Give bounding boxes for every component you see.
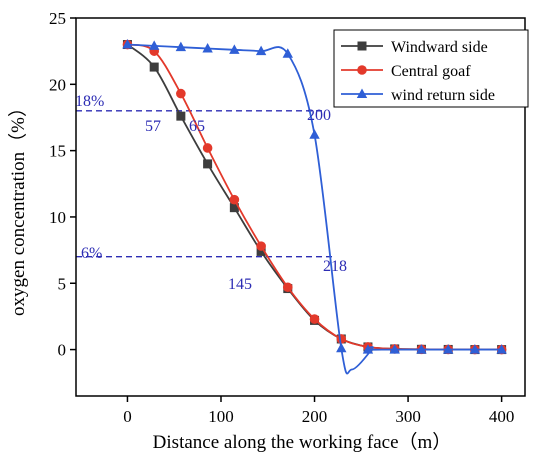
data-point [256,241,266,251]
data-point [202,43,213,53]
x-tick-label: 300 [395,407,421,426]
data-point [282,48,293,58]
data-point [389,344,400,354]
data-point [443,344,454,354]
legend-label: Central goaf [391,63,471,80]
legend-label: Windward side [391,39,488,56]
legend-label: wind return side [391,87,495,104]
data-point [416,344,427,354]
y-tick-label: 15 [49,142,66,161]
data-point [362,344,374,354]
data-point [229,44,240,54]
legend-swatch-marker [357,41,367,51]
y-tick-label: 10 [49,208,66,227]
x-tick-label: 100 [208,407,234,426]
data-point [149,40,160,50]
reference-lines [76,110,334,258]
y-tick-label: 5 [58,274,67,293]
x-tick-label: 0 [123,407,132,426]
data-point [496,344,507,354]
ticks-layer: 0 100 200 300 400 0 5 10 15 20 25 [49,9,514,426]
data-point [175,41,187,52]
series-layer [122,39,507,375]
annotation-6-percent: 6% [81,245,102,262]
data-point [255,45,267,56]
data-point [309,129,320,139]
data-point [256,246,266,256]
annotation-65: 65 [189,118,205,135]
series-triangle [122,39,507,375]
legend-swatch-marker [357,65,367,75]
annotation-218: 218 [323,258,347,275]
data-point [282,282,293,293]
data-point [176,111,186,121]
annotation-145: 145 [228,276,252,293]
y-tick-label: 20 [49,75,66,94]
annotation-200: 200 [307,107,331,124]
data-point [122,39,133,49]
data-point [176,88,186,99]
data-point [203,159,213,169]
data-point [229,194,240,205]
data-point [309,314,320,324]
x-tick-label: 400 [489,407,515,426]
x-axis-title: Distance along the working face（m） [153,431,452,453]
y-tick-label: 0 [58,341,67,360]
data-point [229,203,239,213]
legend: Windward side Central goaf wind return sid… [333,29,529,108]
y-axis-title: oxygen concentration（%） [7,98,29,316]
plot-frame [75,17,526,397]
annotation-18-percent: 18% [75,93,104,110]
x-tick-label: 200 [302,407,328,426]
annotation-57: 57 [145,118,161,135]
y-tick-label: 25 [49,9,66,28]
data-point [149,62,159,72]
data-point [336,342,347,353]
data-point [469,344,481,354]
data-point [202,143,213,153]
legend-swatch-marker [356,88,368,98]
